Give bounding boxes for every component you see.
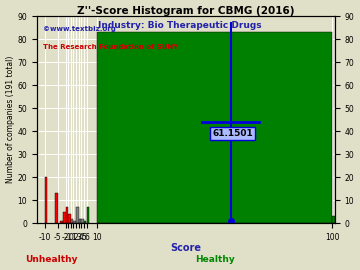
- Title: Z''-Score Histogram for CBMG (2016): Z''-Score Histogram for CBMG (2016): [77, 6, 294, 16]
- Bar: [55, 193, 58, 223]
- Bar: [84, 221, 86, 223]
- Bar: [78, 219, 81, 223]
- Text: Industry: Bio Therapeutic Drugs: Industry: Bio Therapeutic Drugs: [98, 21, 262, 30]
- Bar: [71, 219, 73, 223]
- Bar: [68, 214, 71, 223]
- Bar: [60, 221, 63, 223]
- Text: 61.1501: 61.1501: [212, 129, 253, 138]
- Bar: [97, 32, 332, 223]
- Text: Healthy: Healthy: [195, 255, 234, 264]
- Bar: [86, 207, 89, 223]
- Text: ©www.textbiz.org: ©www.textbiz.org: [43, 26, 116, 32]
- Bar: [66, 207, 68, 223]
- Bar: [73, 221, 76, 223]
- Bar: [45, 177, 47, 223]
- Text: The Research Foundation of SUNY: The Research Foundation of SUNY: [43, 45, 178, 50]
- Y-axis label: Number of companies (191 total): Number of companies (191 total): [5, 56, 14, 183]
- Text: Unhealthy: Unhealthy: [25, 255, 77, 264]
- X-axis label: Score: Score: [170, 243, 201, 253]
- Bar: [63, 212, 66, 223]
- Bar: [332, 216, 335, 223]
- Bar: [81, 219, 84, 223]
- Bar: [76, 207, 78, 223]
